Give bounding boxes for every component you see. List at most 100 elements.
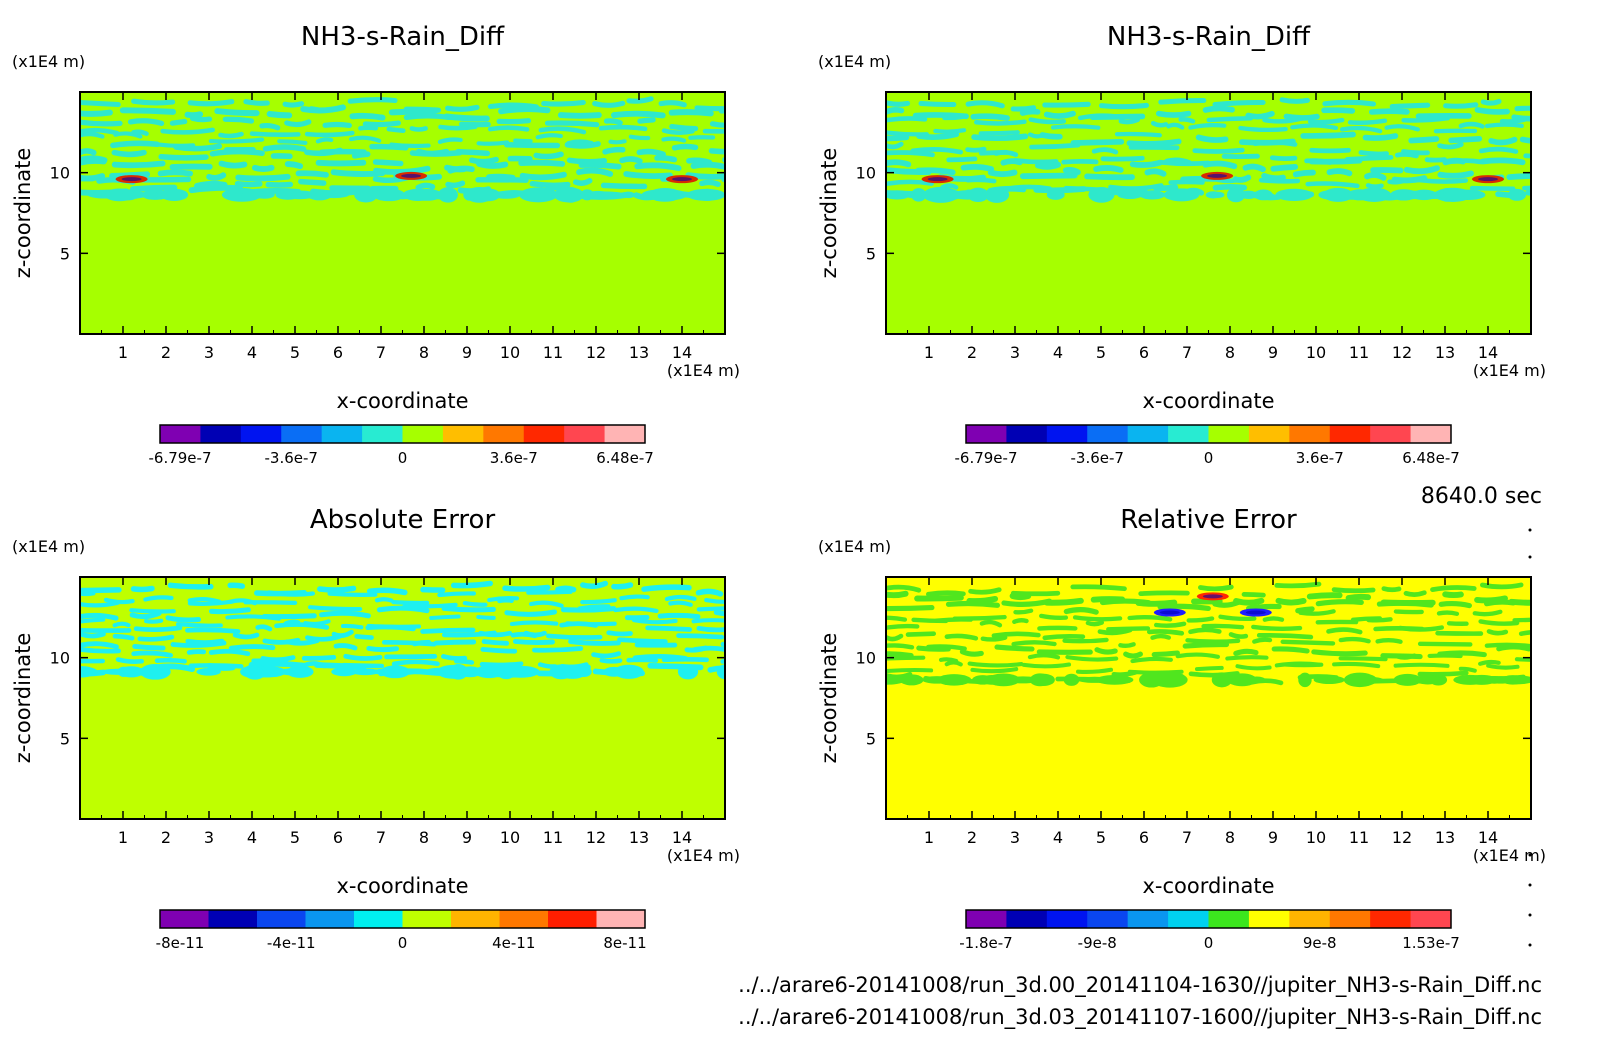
x-tick-label: 13 [1435,828,1455,847]
edge-dot [1528,853,1532,857]
field-blob [1348,673,1378,687]
colorbar-label: 6.48e-7 [1402,449,1460,467]
x-tick-label: 9 [1268,828,1278,847]
x-tick-label: 7 [376,828,386,847]
x-tick-label: 10 [500,343,520,362]
field-blob [1298,672,1312,688]
field-blob [370,668,408,675]
x-tick-label: 8 [419,343,429,362]
field-blob [101,668,134,675]
x-tick-label: 6 [333,343,343,362]
field-blob [987,673,1020,687]
colorbar-label: 3.6e-7 [1296,449,1344,467]
field-blob [463,189,476,201]
x-tick-label: 3 [1010,343,1020,362]
field-contour [886,598,1516,615]
y-tick-label: 10 [50,649,70,668]
x-tick-label: 13 [629,343,649,362]
x-tick-label: 13 [629,828,649,847]
field-blob [476,188,501,202]
field-layer [886,97,1531,203]
field-blob [698,188,717,202]
colorbar-swatch [523,425,565,443]
x-tick-label: 8 [419,828,429,847]
field-blob [441,666,459,678]
field-blob [622,191,636,199]
x-tick-label: 1 [118,828,128,847]
x-tick-label: 12 [1392,828,1412,847]
edge-dot [1528,943,1532,947]
colorbar-swatch [1127,910,1169,928]
field-peak-core [1207,173,1228,178]
x-tick-label: 5 [290,828,300,847]
field-blob [599,191,625,199]
field-blob [1063,673,1080,686]
field-blob [350,668,380,676]
colorbar-label: 9e-8 [1303,934,1337,952]
chart-title: Relative Error [1120,505,1297,535]
colorbar-frame [159,424,646,444]
field-blob [1390,190,1430,200]
field-blob [561,187,580,203]
field-blob [471,666,504,677]
field-blob [1226,187,1245,203]
x-tick-label: 12 [586,828,606,847]
chart-panel-1: NH3-s-Rain_Diff(x1E4 m)1 2 3 4 5 6 7 8 9 10 11 12 13… [11,22,740,467]
colorbar-swatch [483,425,525,443]
field-blob [1443,190,1474,200]
colorbar-swatch [451,910,500,928]
field-blob [278,668,304,676]
x-tick-label: 4 [1053,343,1063,362]
colorbar-swatch [1289,910,1331,928]
field-contour [80,113,725,132]
field-blob [613,664,644,679]
field-blob [1205,191,1221,199]
colorbar-label: -8e-11 [156,934,205,952]
field-blob [372,188,406,202]
field-blob [402,188,434,201]
field-contour [886,113,1527,129]
x-tick-label: 2 [161,343,171,362]
colorbar-swatch [1410,910,1452,928]
colorbar-swatch [160,910,209,928]
field-contour [886,176,1531,193]
x-tick-label: 13 [1435,343,1455,362]
y-axis-label: z-coordinate [817,148,841,279]
x-tick-label: 7 [1182,343,1192,362]
colorbar-swatch [281,425,323,443]
field-peak-core [672,177,692,182]
field-blob [1318,189,1346,200]
colorbar-swatch [1208,910,1250,928]
colorbar-label: 0 [398,449,408,467]
field-contour [80,174,725,192]
field-blob [438,187,458,203]
field-blob [899,674,924,686]
x-unit-label: (x1E4 m) [667,361,740,380]
field-blob [1032,673,1055,686]
colorbar-swatch [548,910,597,928]
field-contour [80,597,725,614]
field-contour [80,124,725,139]
colorbar-swatch [1006,910,1048,928]
x-tick-label: 1 [118,343,128,362]
time-label: 8640.0 sec [1421,484,1542,509]
x-tick-label: 9 [462,828,472,847]
colorbar-label: -9e-8 [1078,934,1117,952]
colorbar-swatch [1087,910,1129,928]
field-blob [1241,676,1256,684]
x-unit-label: (x1E4 m) [1473,846,1546,865]
field-blob [1466,674,1497,685]
colorbar-swatch [1410,425,1452,443]
colorbar-swatch [305,910,355,928]
colorbar-label: -1.8e-7 [959,934,1012,952]
colorbar-swatch [362,425,403,443]
x-tick-label: 3 [1010,828,1020,847]
field-blob [938,187,954,203]
field-contour [886,642,1531,660]
x-tick-label: 2 [967,343,977,362]
colorbar-swatch [200,425,242,443]
y-tick-label: 10 [50,164,70,183]
y-tick-label: 5 [866,729,876,748]
x-tick-label: 6 [1139,828,1149,847]
